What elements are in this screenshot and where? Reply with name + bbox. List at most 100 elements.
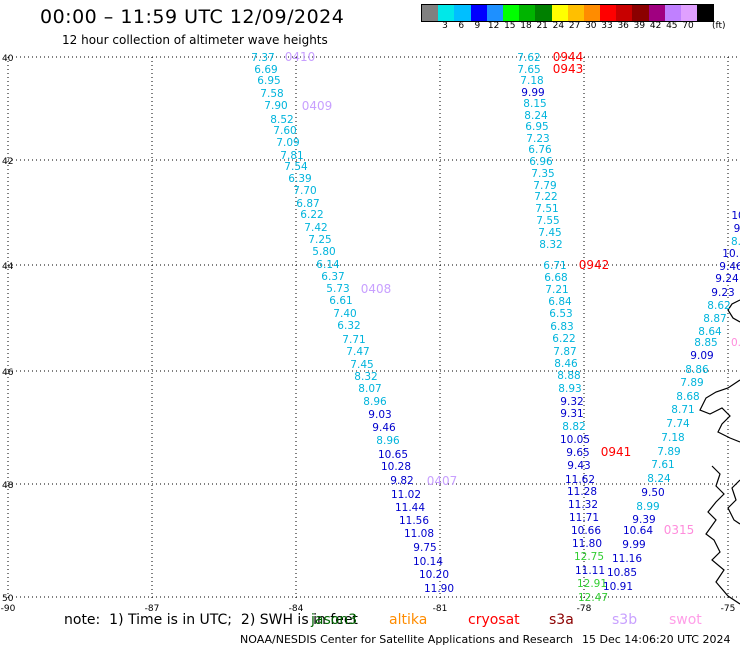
lat-tick-label: 50 xyxy=(2,594,14,604)
lon-tick-label: -87 xyxy=(145,604,160,614)
pass-time-label: 0315 xyxy=(664,523,695,537)
wave-height-label: 7.23 xyxy=(526,133,549,145)
legend-tick-label: 6 xyxy=(458,21,465,31)
credit-text: NOAA/NESDIS Center for Satellite Applica… xyxy=(240,633,574,646)
pass-time-label: 0942 xyxy=(579,258,610,272)
wave-height-label: 8.82 xyxy=(562,421,585,433)
wave-height-label: 9.39 xyxy=(632,514,655,526)
wave-height-label: 8.88 xyxy=(557,370,580,382)
wave-height-label: 7.54 xyxy=(284,161,308,173)
wave-height-label: 9.09 xyxy=(690,350,713,362)
pass-time-label: 0408 xyxy=(361,282,392,296)
wave-height-label: 8.85 xyxy=(694,337,717,349)
wave-height-label: 6.68 xyxy=(544,272,567,284)
wave-height-label: 9.65 xyxy=(566,447,589,459)
wave-height-label: 11.80 xyxy=(572,538,602,550)
satellite-altika: altika xyxy=(389,612,428,628)
wave-height-label: 6.96 xyxy=(529,156,553,168)
wave-height-label: 6.76 xyxy=(528,144,552,156)
wave-height-label: 8.15 xyxy=(523,98,546,110)
wave-height-label: 8.96 xyxy=(376,435,400,447)
legend-tick-label: 36 xyxy=(617,21,629,31)
legend-swatch xyxy=(681,5,698,21)
wave-height-label: 7.58 xyxy=(260,88,283,100)
satellite-swot: swot xyxy=(669,612,702,628)
wave-height-label: 9 xyxy=(734,223,740,235)
wave-height-label: 7.18 xyxy=(520,75,543,87)
wave-height-label: 6.84 xyxy=(548,296,572,308)
wave-height-label: 7.60 xyxy=(273,125,296,137)
wave-height-label: 6.61 xyxy=(329,295,352,307)
wave-height-label: 10.64 xyxy=(623,525,653,537)
page-title: 00:00 – 11:59 UTC 12/09/2024 xyxy=(40,6,345,28)
legend-tick-label: 24 xyxy=(552,21,565,31)
wave-height-label: 10 xyxy=(731,210,740,222)
legend-tick-label: 18 xyxy=(520,21,532,31)
legend-swatch xyxy=(486,5,503,21)
wave-height-label: 5.73 xyxy=(326,283,349,295)
timestamp-text: 15 Dec 14:06:20 UTC 2024 xyxy=(582,633,731,646)
satellite-jason3: jason3 xyxy=(311,612,358,628)
lon-tick-label: -84 xyxy=(289,604,304,614)
wave-height-label: 7.55 xyxy=(536,215,559,227)
wave-height-label: 6.69 xyxy=(254,64,277,76)
wave-height-label: 9.32 xyxy=(560,396,583,408)
wave-height-label: 8.46 xyxy=(554,358,578,370)
legend-swatch xyxy=(502,5,520,21)
wave-height-label: 11.56 xyxy=(399,515,429,527)
wave-height-label: 7.45 xyxy=(350,359,373,371)
wave-height-label: 6.53 xyxy=(549,308,572,320)
wave-height-label: 8.99 xyxy=(636,501,659,513)
wave-height-label: 10.20 xyxy=(419,569,449,581)
legend-swatch xyxy=(535,5,552,21)
wave-height-label: 8.24 xyxy=(647,473,671,485)
wave-height-label: 9.50 xyxy=(641,487,664,499)
legend-swatch xyxy=(422,5,439,21)
wave-height-label: 7.89 xyxy=(657,446,680,458)
pass-time-label: 0944 xyxy=(553,50,584,64)
wave-height-label: 0. xyxy=(731,337,740,349)
wave-height-label: 11.28 xyxy=(567,486,597,498)
legend-tick-label: 3 xyxy=(442,21,448,31)
legend-swatch xyxy=(648,5,665,21)
legend-tick-label: 39 xyxy=(633,21,646,31)
legend-swatch xyxy=(519,5,536,21)
wave-height-label: 7.18 xyxy=(661,432,684,444)
legend-tick-label: 15 xyxy=(504,21,516,31)
page-subtitle: 12 hour collection of altimeter wave hei… xyxy=(62,33,328,47)
wave-height-label: 6.22 xyxy=(552,333,575,345)
wave-height-label: 10.14 xyxy=(413,556,443,568)
wave-height-label: 8.32 xyxy=(354,371,377,383)
wave-height-label: 9.46 xyxy=(372,422,396,434)
legend-tick-label: 12 xyxy=(487,21,500,31)
wave-height-label: 7.09 xyxy=(276,137,299,149)
legend-swatch xyxy=(600,5,617,21)
wave-height-label: 6.95 xyxy=(257,75,280,87)
wave-height-label: 11.62 xyxy=(565,474,595,486)
wave-height-label: 11.90 xyxy=(424,583,454,595)
wave-height-label: 9.03 xyxy=(368,409,391,421)
wave-height-label: 11.16 xyxy=(612,553,642,565)
wave-height-label: 8.62 xyxy=(707,300,730,312)
wave-height-label: 7.35 xyxy=(531,168,554,180)
wave-height-label: 8.64 xyxy=(698,326,722,338)
wave-height-label: 7.42 xyxy=(304,222,327,234)
wave-height-label: 7.45 xyxy=(538,227,561,239)
wave-height-label: 7.71 xyxy=(342,334,365,346)
wave-height-label: 8.86 xyxy=(685,364,709,376)
coastline xyxy=(699,299,740,605)
wave-height-label: 7.74 xyxy=(666,418,690,430)
pass-time-label: 0407 xyxy=(427,474,458,488)
wave-height-label: 8.96 xyxy=(363,396,387,408)
legend-swatch xyxy=(438,5,455,21)
wave-height-label: 10.85 xyxy=(607,567,637,579)
lon-tick-label: -90 xyxy=(1,604,16,614)
legend-swatch xyxy=(470,5,487,21)
color-scale-legend xyxy=(421,4,715,22)
wave-height-label: 6.87 xyxy=(296,198,319,210)
wave-height-label: 7.89 xyxy=(680,377,703,389)
wave-height-label: 10.66 xyxy=(571,525,601,537)
wave-height-label: 11.32 xyxy=(568,499,598,511)
wave-height-label: 6.39 xyxy=(288,173,311,185)
wave-height-label: 6.22 xyxy=(300,209,323,221)
